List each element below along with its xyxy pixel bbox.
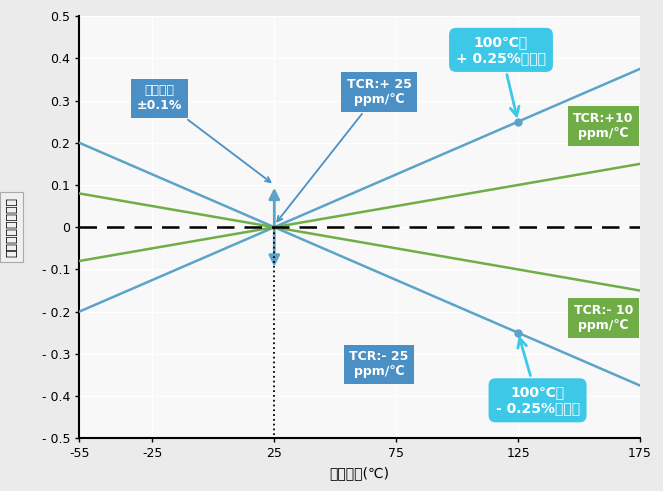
Text: 抗抗変化率（％）: 抗抗変化率（％） xyxy=(5,197,19,257)
Text: 許容差：
±0.1%: 許容差： ±0.1% xyxy=(137,84,271,182)
Text: 100℃で
- 0.25%の変化: 100℃で - 0.25%の変化 xyxy=(495,338,579,415)
Text: TCR:+10
ppm/℃: TCR:+10 ppm/℃ xyxy=(573,112,634,140)
Text: TCR:- 25
ppm/℃: TCR:- 25 ppm/℃ xyxy=(349,351,409,379)
Text: TCR:+ 25
ppm/℃: TCR:+ 25 ppm/℃ xyxy=(277,78,412,221)
X-axis label: 周囲温度(℃): 周囲温度(℃) xyxy=(330,466,390,480)
Text: 100℃で
+ 0.25%の変化: 100℃で + 0.25%の変化 xyxy=(456,35,546,116)
Text: TCR:- 10
ppm/℃: TCR:- 10 ppm/℃ xyxy=(573,304,633,332)
